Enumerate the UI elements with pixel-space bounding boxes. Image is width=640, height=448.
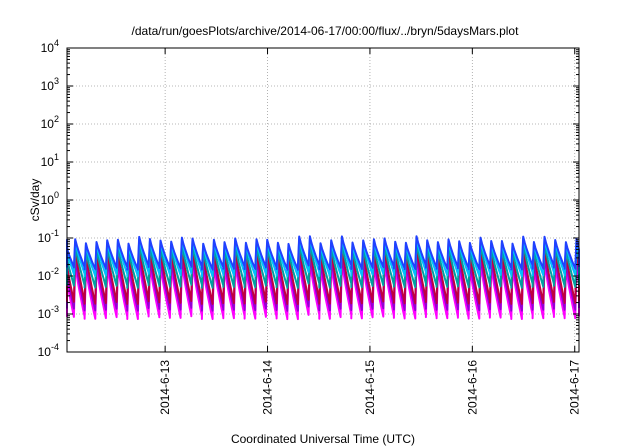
x-axis: 2014-6-13 2014-6-14 2014-6-15 2014-6-16 2014… xyxy=(158,48,582,415)
x-tick-label: 2014-6-13 xyxy=(158,360,172,415)
y-axis-title: cSv/day xyxy=(28,179,42,222)
y-tick-label: 10-1 xyxy=(38,228,59,245)
y-tick-label: 101 xyxy=(41,152,59,169)
y-tick-label: 103 xyxy=(41,76,59,93)
plot-area xyxy=(66,235,580,321)
y-tick-label: 102 xyxy=(41,114,59,131)
x-axis-title: Coordinated Universal Time (UTC) xyxy=(231,432,415,446)
x-tick-label: 2014-6-15 xyxy=(363,360,377,415)
y-tick-label: 104 xyxy=(41,38,59,55)
series-line-5 xyxy=(66,235,580,271)
grid-lines xyxy=(67,48,579,352)
y-tick-label: 100 xyxy=(41,190,59,207)
x-tick-label: 2014-6-14 xyxy=(261,360,275,415)
y-tick-label: 10-2 xyxy=(38,266,59,283)
y-tick-label: 10-3 xyxy=(38,304,59,321)
x-tick-label: 2014-6-17 xyxy=(568,360,582,415)
chart-title: /data/run/goesPlots/archive/2014-06-17/0… xyxy=(132,24,520,38)
x-tick-label: 2014-6-16 xyxy=(465,360,479,415)
y-tick-label: 10-4 xyxy=(38,342,59,359)
